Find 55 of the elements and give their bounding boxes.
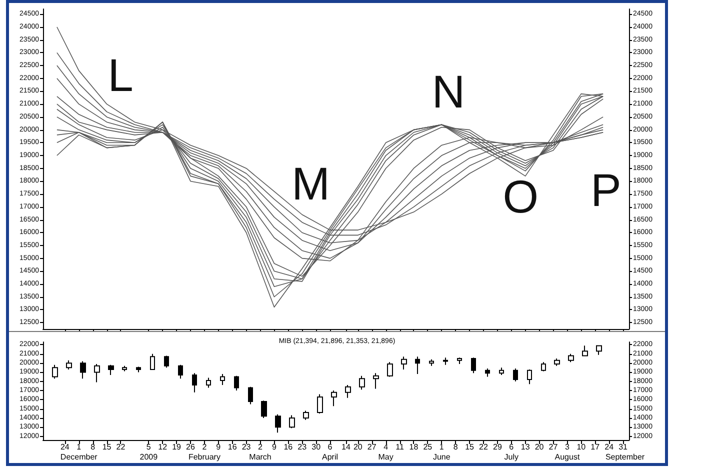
- annotation: L: [108, 49, 134, 102]
- x2-tick-label: March: [249, 452, 272, 462]
- x-tick-label: 8: [90, 442, 96, 452]
- x-tick-label: 16: [228, 442, 238, 452]
- x2-tick-label: May: [378, 452, 394, 462]
- x-tick-label: 30: [312, 442, 322, 452]
- x-tick-label: 19: [172, 442, 182, 452]
- annotation: P: [590, 164, 622, 216]
- x2-tick-label: December: [60, 452, 98, 462]
- x-tick-label: 20: [353, 442, 363, 452]
- annotation: M: [292, 157, 330, 210]
- x-tick-label: 29: [492, 442, 502, 452]
- x-tick-label: 1: [439, 442, 444, 452]
- x-tick-label: 20: [534, 442, 544, 452]
- x-tick-label: 9: [216, 442, 222, 452]
- x2-tick-label: February: [188, 452, 220, 462]
- x-tick-label: 26: [186, 442, 196, 452]
- x-tick-label: 1: [76, 442, 82, 452]
- x-tick-label: 31: [618, 442, 628, 452]
- x-tick-label: 4: [384, 442, 389, 452]
- x-tick-label: 13: [520, 442, 530, 452]
- x-tick-label: 2: [202, 442, 208, 452]
- x-tick-label: 9: [272, 442, 277, 452]
- x-tick-label: 6: [509, 442, 514, 452]
- x-tick-label: 6: [328, 442, 333, 452]
- x-tick-label: 11: [396, 442, 404, 452]
- x-tick-label: 22: [116, 442, 126, 452]
- x2-tick-label: April: [322, 452, 338, 462]
- x-tick-label: 5: [146, 442, 152, 452]
- x-tick-label: 22: [479, 442, 488, 452]
- x2-tick-label: July: [504, 452, 519, 462]
- x-tick-label: 25: [423, 442, 433, 452]
- x-tick-label: 18: [409, 442, 419, 452]
- x-tick-label: 14: [342, 442, 351, 452]
- x-tick-label: 27: [367, 442, 377, 452]
- x-tick-label: 23: [298, 442, 308, 452]
- x-tick-label: 2: [258, 442, 264, 452]
- x-tick-label: 10: [576, 442, 586, 452]
- annotation: N: [432, 66, 466, 118]
- x-tick-label: 27: [548, 442, 558, 452]
- annotation: O: [502, 170, 539, 223]
- x-tick-label: 3: [564, 442, 570, 452]
- x-tick-label: 12: [158, 442, 168, 452]
- x2-tick-label: August: [554, 452, 580, 462]
- x2-tick-label: 2009: [140, 452, 158, 462]
- x-tick-label: 24: [60, 442, 70, 452]
- x2-tick-label: September: [605, 452, 645, 462]
- x-tick-label: 15: [102, 442, 112, 452]
- x-tick-label: 16: [284, 442, 294, 452]
- x2-tick-label: June: [432, 452, 451, 462]
- x-tick-label: 24: [604, 442, 614, 452]
- x-tick-label: 17: [590, 442, 600, 452]
- x-tick-label: 15: [465, 442, 475, 452]
- x-tick-label: 8: [453, 442, 458, 452]
- x-tick-label: 23: [242, 442, 252, 452]
